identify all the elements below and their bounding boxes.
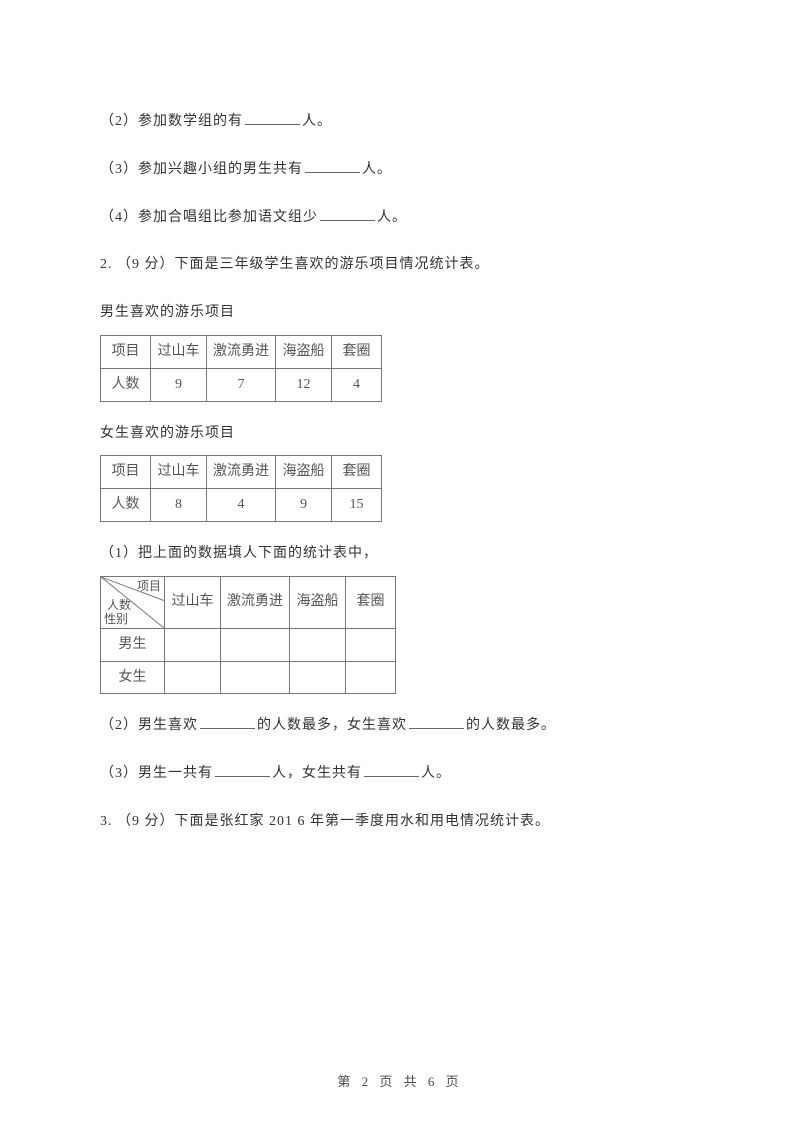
cell: 男生 (101, 628, 165, 661)
diag-top: 项目 (137, 580, 161, 592)
table-combined: 项目 人数 性别 过山车 激流勇进 海盗船 套圈 男生 女生 (100, 576, 396, 695)
q2-sub3-b: 人，女生共有 (272, 766, 362, 781)
q1-sub4-tail: 人。 (377, 210, 407, 225)
footer-a: 第 (337, 1074, 361, 1089)
q2-sub2-a: （2）男生喜欢 (100, 718, 198, 733)
cell: 9 (276, 489, 332, 522)
cell: 12 (276, 368, 332, 401)
diag-bottom: 性别 (104, 613, 128, 625)
cell (221, 661, 290, 694)
q1-sub2: （2）参加数学组的有 人。 (100, 110, 700, 134)
diag-mid: 人数 (107, 599, 131, 611)
cell: 项目 (101, 335, 151, 368)
cell: 15 (332, 489, 382, 522)
blank (200, 715, 255, 729)
cell: 激流勇进 (207, 456, 276, 489)
q1-sub2-text: （2）参加数学组的有 (100, 114, 243, 129)
cell: 4 (332, 368, 382, 401)
cell (165, 628, 221, 661)
cell: 7 (207, 368, 276, 401)
page-footer: 第 2 页 共 6 页 (0, 1071, 800, 1090)
footer-d: 6 (428, 1074, 439, 1089)
cell: 女生 (101, 661, 165, 694)
q1-sub2-tail: 人。 (302, 114, 332, 129)
q2-sub2-c: 的人数最多。 (466, 718, 556, 733)
blank (320, 207, 375, 221)
q1-sub3-text: （3）参加兴趣小组的男生共有 (100, 162, 303, 177)
cell: 海盗船 (276, 335, 332, 368)
cell (346, 661, 396, 694)
table-row: 项目 过山车 激流勇进 海盗船 套圈 (101, 456, 382, 489)
blank (245, 111, 300, 125)
table-row: 人数 9 7 12 4 (101, 368, 382, 401)
q2-sub3-a: （3）男生一共有 (100, 766, 213, 781)
cell (346, 628, 396, 661)
cell: 4 (207, 489, 276, 522)
cell: 过山车 (151, 456, 207, 489)
table-row: 女生 (101, 661, 396, 694)
q2-girls-title: 女生喜欢的游乐项目 (100, 422, 700, 446)
q1-sub4: （4）参加合唱组比参加语文组少 人。 (100, 206, 700, 230)
page-content: （2）参加数学组的有人。 （3）参加兴趣小组的男生共有人。 （4）参加合唱组比参… (0, 0, 800, 898)
cell: 9 (151, 368, 207, 401)
footer-e: 页 (438, 1074, 462, 1089)
q1-sub4-text: （4）参加合唱组比参加语文组少 (100, 210, 318, 225)
cell (290, 661, 346, 694)
table-row: 项目 过山车 激流勇进 海盗船 套圈 (101, 335, 382, 368)
cell: 人数 (101, 368, 151, 401)
q1-sub3-tail: 人。 (362, 162, 392, 177)
cell: 项目 (101, 456, 151, 489)
table-boys: 项目 过山车 激流勇进 海盗船 套圈 人数 9 7 12 4 (100, 335, 382, 402)
cell: 激流勇进 (221, 576, 290, 628)
footer-c: 页 共 (372, 1074, 428, 1089)
cell: 套圈 (332, 335, 382, 368)
cell: 海盗船 (290, 576, 346, 628)
blank (215, 763, 270, 777)
q2-boys-title: 男生喜欢的游乐项目 (100, 301, 700, 325)
cell: 人数 (101, 489, 151, 522)
q2-sub3-c: 人。 (421, 766, 451, 781)
blank (305, 159, 360, 173)
footer-b: 2 (362, 1074, 373, 1089)
table-girls: 项目 过山车 激流勇进 海盗船 套圈 人数 8 4 9 15 (100, 455, 382, 522)
cell: 套圈 (332, 456, 382, 489)
cell (165, 661, 221, 694)
q2-intro: 2. （9 分）下面是三年级学生喜欢的游乐项目情况统计表。 (100, 253, 700, 277)
q1-sub3: （3）参加兴趣小组的男生共有 人。 (100, 158, 700, 182)
cell: 8 (151, 489, 207, 522)
q2-sub1: （1）把上面的数据填人下面的统计表中， (100, 542, 700, 566)
diagonal-header-cell: 项目 人数 性别 (101, 576, 165, 628)
blank (409, 715, 464, 729)
q2-sub2: （2）男生喜欢 的人数最多，女生喜欢 的人数最多。 (100, 714, 700, 738)
q3-intro: 3. （9 分）下面是张红家 201 6 年第一季度用水和用电情况统计表。 (100, 810, 700, 834)
cell: 激流勇进 (207, 335, 276, 368)
q2-sub2-b: 的人数最多，女生喜欢 (257, 718, 407, 733)
q2-sub3: （3）男生一共有 人，女生共有 人。 (100, 762, 700, 786)
cell: 套圈 (346, 576, 396, 628)
cell (221, 628, 290, 661)
table-row: 男生 (101, 628, 396, 661)
blank (364, 763, 419, 777)
cell: 过山车 (151, 335, 207, 368)
cell (290, 628, 346, 661)
cell: 过山车 (165, 576, 221, 628)
table-row: 人数 8 4 9 15 (101, 489, 382, 522)
cell: 海盗船 (276, 456, 332, 489)
table-row: 项目 人数 性别 过山车 激流勇进 海盗船 套圈 (101, 576, 396, 628)
